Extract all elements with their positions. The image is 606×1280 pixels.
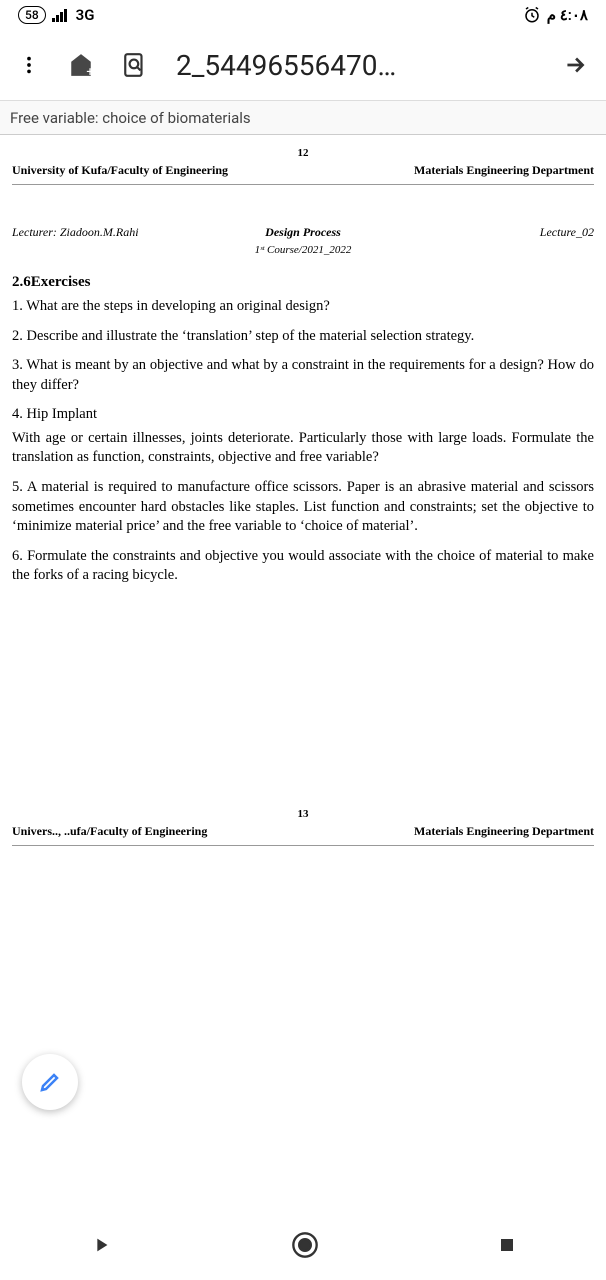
- app-toolbar: + 2_54496556470…: [0, 30, 606, 100]
- forward-icon[interactable]: [562, 52, 588, 78]
- question-2: 2. Describe and illustrate the ‘translat…: [12, 327, 594, 347]
- question-5: 5. A material is required to manufacture…: [12, 478, 594, 537]
- back-button[interactable]: [498, 1236, 516, 1254]
- clock-time: ٤:٠٨ م: [547, 6, 588, 24]
- header-right: Materials Engineering Department: [414, 163, 594, 178]
- network-label: 3G: [76, 6, 95, 24]
- pencil-icon: [38, 1070, 62, 1094]
- search-in-doc-icon[interactable]: [122, 52, 148, 78]
- annotation-bar[interactable]: Free variable: choice of biomaterials: [0, 101, 606, 135]
- document-title: 2_54496556470…: [176, 49, 534, 82]
- header-left: University of Kufa/Faculty of Engineerin…: [12, 163, 228, 178]
- question-4b: With age or certain illnesses, joints de…: [12, 429, 594, 468]
- lecture-number: Lecture_02: [540, 225, 594, 240]
- page-number-2: 13: [298, 808, 309, 820]
- doc-page-1: 12 University of Kufa/Faculty of Enginee…: [0, 135, 606, 596]
- recent-apps-button[interactable]: [90, 1234, 112, 1256]
- status-bar: 58 3G ٤:٠٨ م: [0, 0, 606, 30]
- lecturer-name: Lecturer: Ziadoon.M.Rahi: [12, 225, 139, 240]
- question-3: 3. What is meant by an objective and wha…: [12, 356, 594, 395]
- add-user-icon[interactable]: +: [68, 52, 94, 78]
- system-nav-bar: [0, 1210, 606, 1280]
- page-number: 12: [298, 147, 309, 159]
- svg-text:+: +: [86, 65, 93, 78]
- question-6: 6. Formulate the constraints and objecti…: [12, 547, 594, 586]
- document-viewport[interactable]: 12 University of Kufa/Faculty of Enginee…: [0, 135, 606, 1210]
- status-right: ٤:٠٨ م: [523, 6, 588, 24]
- home-button[interactable]: [291, 1231, 319, 1259]
- alarm-icon: [523, 6, 541, 24]
- question-4a: 4. Hip Implant: [12, 405, 594, 425]
- course-line: 1ˢᵗ Course/2021_2022: [12, 244, 594, 256]
- signal-icon: [52, 8, 70, 22]
- design-process-label: Design Process: [265, 225, 341, 240]
- doc-page-2: 13 Univers.., ..ufa/Faculty of Engineeri…: [0, 796, 606, 856]
- annotation-text: Free variable: choice of biomaterials: [10, 109, 251, 127]
- header-right-2: Materials Engineering Department: [414, 824, 594, 839]
- header-left-2: Univers.., ..ufa/Faculty of Engineering: [12, 824, 207, 839]
- battery-level: 58: [18, 6, 46, 24]
- section-title: 2.6Exercises: [12, 274, 594, 291]
- question-1: 1. What are the steps in developing an o…: [12, 297, 594, 317]
- menu-icon[interactable]: [18, 54, 40, 76]
- status-left: 58 3G: [18, 6, 94, 24]
- edit-fab[interactable]: [22, 1054, 78, 1110]
